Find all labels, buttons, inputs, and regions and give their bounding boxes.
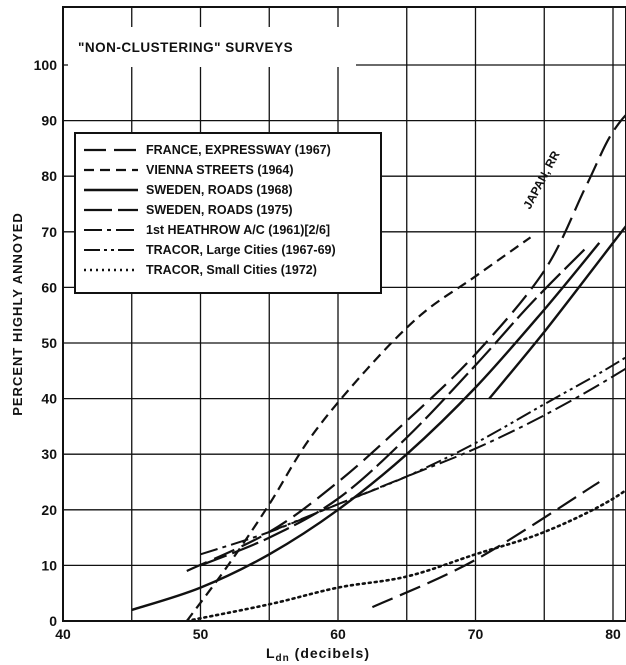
legend-label: SWEDEN, ROADS (1968) — [146, 183, 293, 197]
legend-label: FRANCE, EXPRESSWAY (1967) — [146, 143, 331, 157]
x-axis-title-sub: dn — [276, 653, 290, 664]
series-line-7 — [371, 481, 600, 609]
y-tick-label: 70 — [41, 224, 57, 240]
series-layer — [131, 113, 626, 621]
legend-label: TRACOR, Large Cities (1967-69) — [146, 243, 336, 257]
series-line-1 — [185, 236, 532, 621]
plot-frame — [62, 6, 626, 622]
y-tick-label: 100 — [34, 57, 58, 73]
series-line-2 — [131, 242, 601, 612]
y-tick-label: 50 — [41, 335, 57, 351]
svg-text:Ldn (decibels): Ldn (decibels) — [266, 645, 370, 664]
x-tick-label: 40 — [55, 626, 71, 642]
series-line-6 — [185, 488, 626, 621]
x-tick-label: 80 — [605, 626, 621, 642]
y-axis-title: PERCENT HIGHLY ANNOYED — [10, 212, 25, 416]
y-tick-label: 60 — [41, 279, 57, 295]
series-line-8 — [488, 224, 626, 400]
x-tick-label: 50 — [193, 626, 209, 642]
legend-label: TRACOR, Small Cities (1972) — [146, 263, 317, 277]
y-tick-label: 30 — [41, 446, 57, 462]
y-tick-label: 40 — [41, 391, 57, 407]
legend-box — [74, 132, 382, 294]
legend-label: SWEDEN, ROADS (1975) — [146, 203, 293, 217]
y-tick-label: 10 — [41, 557, 57, 573]
y-tick-label: 90 — [41, 113, 57, 129]
plot-background — [63, 7, 626, 621]
legend: FRANCE, EXPRESSWAY (1967) VIENNA STREETS … — [74, 132, 382, 294]
series-line-4 — [200, 367, 626, 556]
series-line-0 — [186, 113, 626, 572]
x-axis-title-suffix: (decibels) — [295, 645, 370, 661]
y-tick-label: 20 — [41, 502, 57, 518]
x-axis-title-main: L — [266, 645, 276, 661]
x-tick-label: 70 — [468, 626, 484, 642]
title-box — [68, 27, 356, 67]
y-tick-label: 80 — [41, 168, 57, 184]
tick-labels: 4050607080900102030405060708090100 — [34, 57, 621, 642]
series-line-3 — [200, 247, 587, 567]
chart-title: "NON-CLUSTERING" SURVEYS — [78, 40, 293, 55]
x-axis-title: Ldn (decibels) — [266, 645, 370, 664]
legend-label: 1st HEATHROW A/C (1961)[2/6] — [146, 223, 330, 237]
x-tick-label: 60 — [330, 626, 346, 642]
y-tick-label: 0 — [49, 613, 57, 629]
legend-label: VIENNA STREETS (1964) — [146, 163, 294, 177]
series-line-5 — [268, 356, 626, 533]
